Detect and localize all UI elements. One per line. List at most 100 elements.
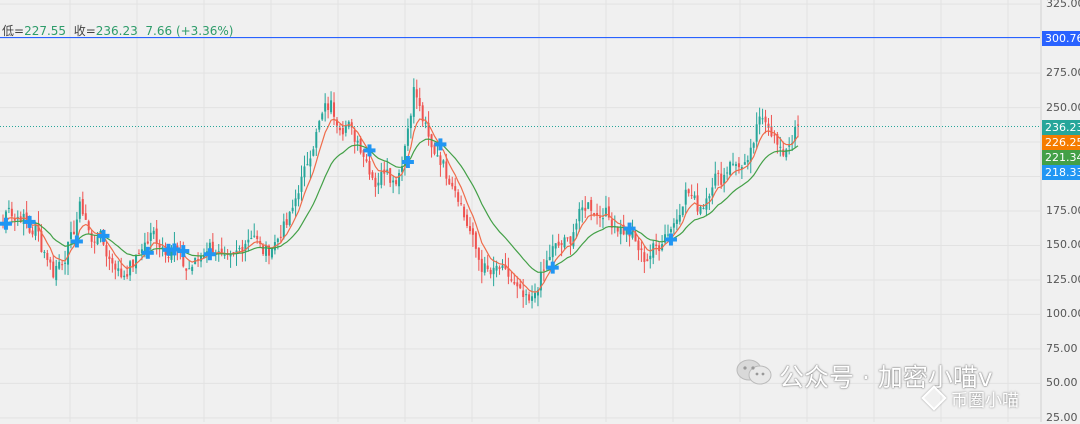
candle-body bbox=[539, 272, 542, 291]
candle-body bbox=[418, 98, 421, 106]
candle-body bbox=[368, 160, 371, 175]
candle-body bbox=[522, 290, 525, 297]
y-tick-label: 125.00 bbox=[1046, 272, 1080, 286]
cross-marker bbox=[177, 245, 190, 258]
cross-marker bbox=[623, 222, 636, 235]
candle-body bbox=[321, 113, 324, 120]
candle-body bbox=[451, 182, 454, 187]
candle-body bbox=[770, 126, 773, 137]
candle-body bbox=[578, 208, 581, 222]
candle-body bbox=[699, 206, 702, 214]
candle-body bbox=[788, 145, 791, 147]
y-tick-label: 175.00 bbox=[1046, 204, 1080, 217]
candle-body bbox=[401, 166, 403, 172]
candle-body bbox=[365, 159, 368, 162]
candle-body bbox=[604, 207, 607, 216]
candle-body bbox=[69, 232, 72, 239]
candle-body bbox=[687, 189, 690, 194]
y-tick-label: 25.00 bbox=[1046, 410, 1078, 424]
candle-body bbox=[631, 231, 634, 238]
candle-body bbox=[634, 232, 637, 242]
candle-body bbox=[170, 251, 173, 260]
candle-body bbox=[403, 145, 406, 166]
candle-body bbox=[696, 195, 699, 212]
candle-body bbox=[262, 245, 265, 255]
candle-body bbox=[545, 260, 548, 269]
candle-body bbox=[84, 213, 87, 220]
cross-marker bbox=[664, 233, 677, 246]
candle-body bbox=[743, 162, 746, 165]
cross-v bbox=[405, 155, 410, 168]
candle-body bbox=[794, 126, 797, 141]
candle-body bbox=[200, 255, 203, 262]
candle-body bbox=[761, 118, 764, 120]
watermark-sub: 币圈小喵 bbox=[921, 385, 1019, 411]
cross-v bbox=[3, 217, 8, 230]
candle-body bbox=[129, 261, 132, 276]
candle-body bbox=[149, 232, 152, 241]
candle-body bbox=[507, 268, 510, 277]
candle-body bbox=[78, 201, 81, 219]
low-label: 低= bbox=[2, 24, 25, 38]
candle-body bbox=[723, 174, 726, 184]
candle-body bbox=[197, 259, 200, 261]
cross-marker bbox=[203, 248, 216, 261]
candle-body bbox=[625, 228, 628, 235]
candle-body bbox=[732, 163, 735, 165]
candle-body bbox=[25, 212, 28, 223]
watermark: 公众号 · 加密小喵v bbox=[735, 358, 993, 394]
candle-body bbox=[498, 267, 501, 269]
price-tag: 221.34 bbox=[1042, 149, 1080, 165]
candle-body bbox=[208, 242, 211, 249]
candle-body bbox=[563, 237, 566, 248]
candle-body bbox=[229, 254, 232, 257]
candle-body bbox=[276, 238, 279, 242]
candle-body bbox=[466, 214, 469, 226]
candle-body bbox=[415, 89, 418, 98]
candle-body bbox=[34, 222, 37, 236]
candle-body bbox=[191, 266, 194, 271]
candle-body bbox=[55, 265, 58, 281]
candle-body bbox=[737, 163, 740, 168]
candle-body bbox=[238, 247, 241, 250]
candle-body bbox=[480, 258, 483, 272]
candle-body bbox=[338, 127, 341, 131]
candle-body bbox=[52, 261, 55, 278]
wechat-icon bbox=[735, 359, 773, 393]
candle-body bbox=[495, 265, 498, 271]
ema-slow-line bbox=[2, 138, 799, 273]
candle-body bbox=[265, 244, 268, 256]
candle-body bbox=[182, 252, 185, 267]
candle-body bbox=[152, 230, 155, 235]
candle-body bbox=[288, 211, 291, 226]
candle-body bbox=[135, 254, 137, 269]
candle-body bbox=[268, 245, 270, 256]
cross-marker bbox=[70, 235, 83, 248]
candle-body bbox=[593, 213, 596, 215]
cross-v bbox=[627, 222, 632, 235]
cross-v bbox=[101, 229, 106, 242]
y-tick-label: 100.00 bbox=[1046, 307, 1080, 321]
candle-body bbox=[294, 198, 297, 207]
candle-body bbox=[785, 149, 788, 158]
candle-body bbox=[117, 268, 120, 271]
candle-body bbox=[392, 180, 395, 183]
candle-body bbox=[740, 167, 743, 170]
diamond-icon bbox=[921, 385, 947, 411]
candle-body bbox=[282, 221, 285, 238]
candle-body bbox=[601, 218, 604, 220]
candle-body bbox=[504, 264, 507, 269]
candle-body bbox=[531, 296, 534, 301]
y-tick-label: 250.00 bbox=[1046, 100, 1080, 114]
candle-body bbox=[427, 122, 430, 137]
y-tick-label: 75.00 bbox=[1046, 341, 1078, 355]
candle-body bbox=[486, 265, 489, 270]
cross-marker bbox=[23, 215, 36, 228]
candle-body bbox=[93, 241, 96, 243]
candle-body bbox=[616, 227, 619, 232]
close-label: 收= bbox=[73, 24, 96, 38]
candle-body bbox=[315, 131, 318, 148]
candle-body bbox=[548, 256, 551, 261]
